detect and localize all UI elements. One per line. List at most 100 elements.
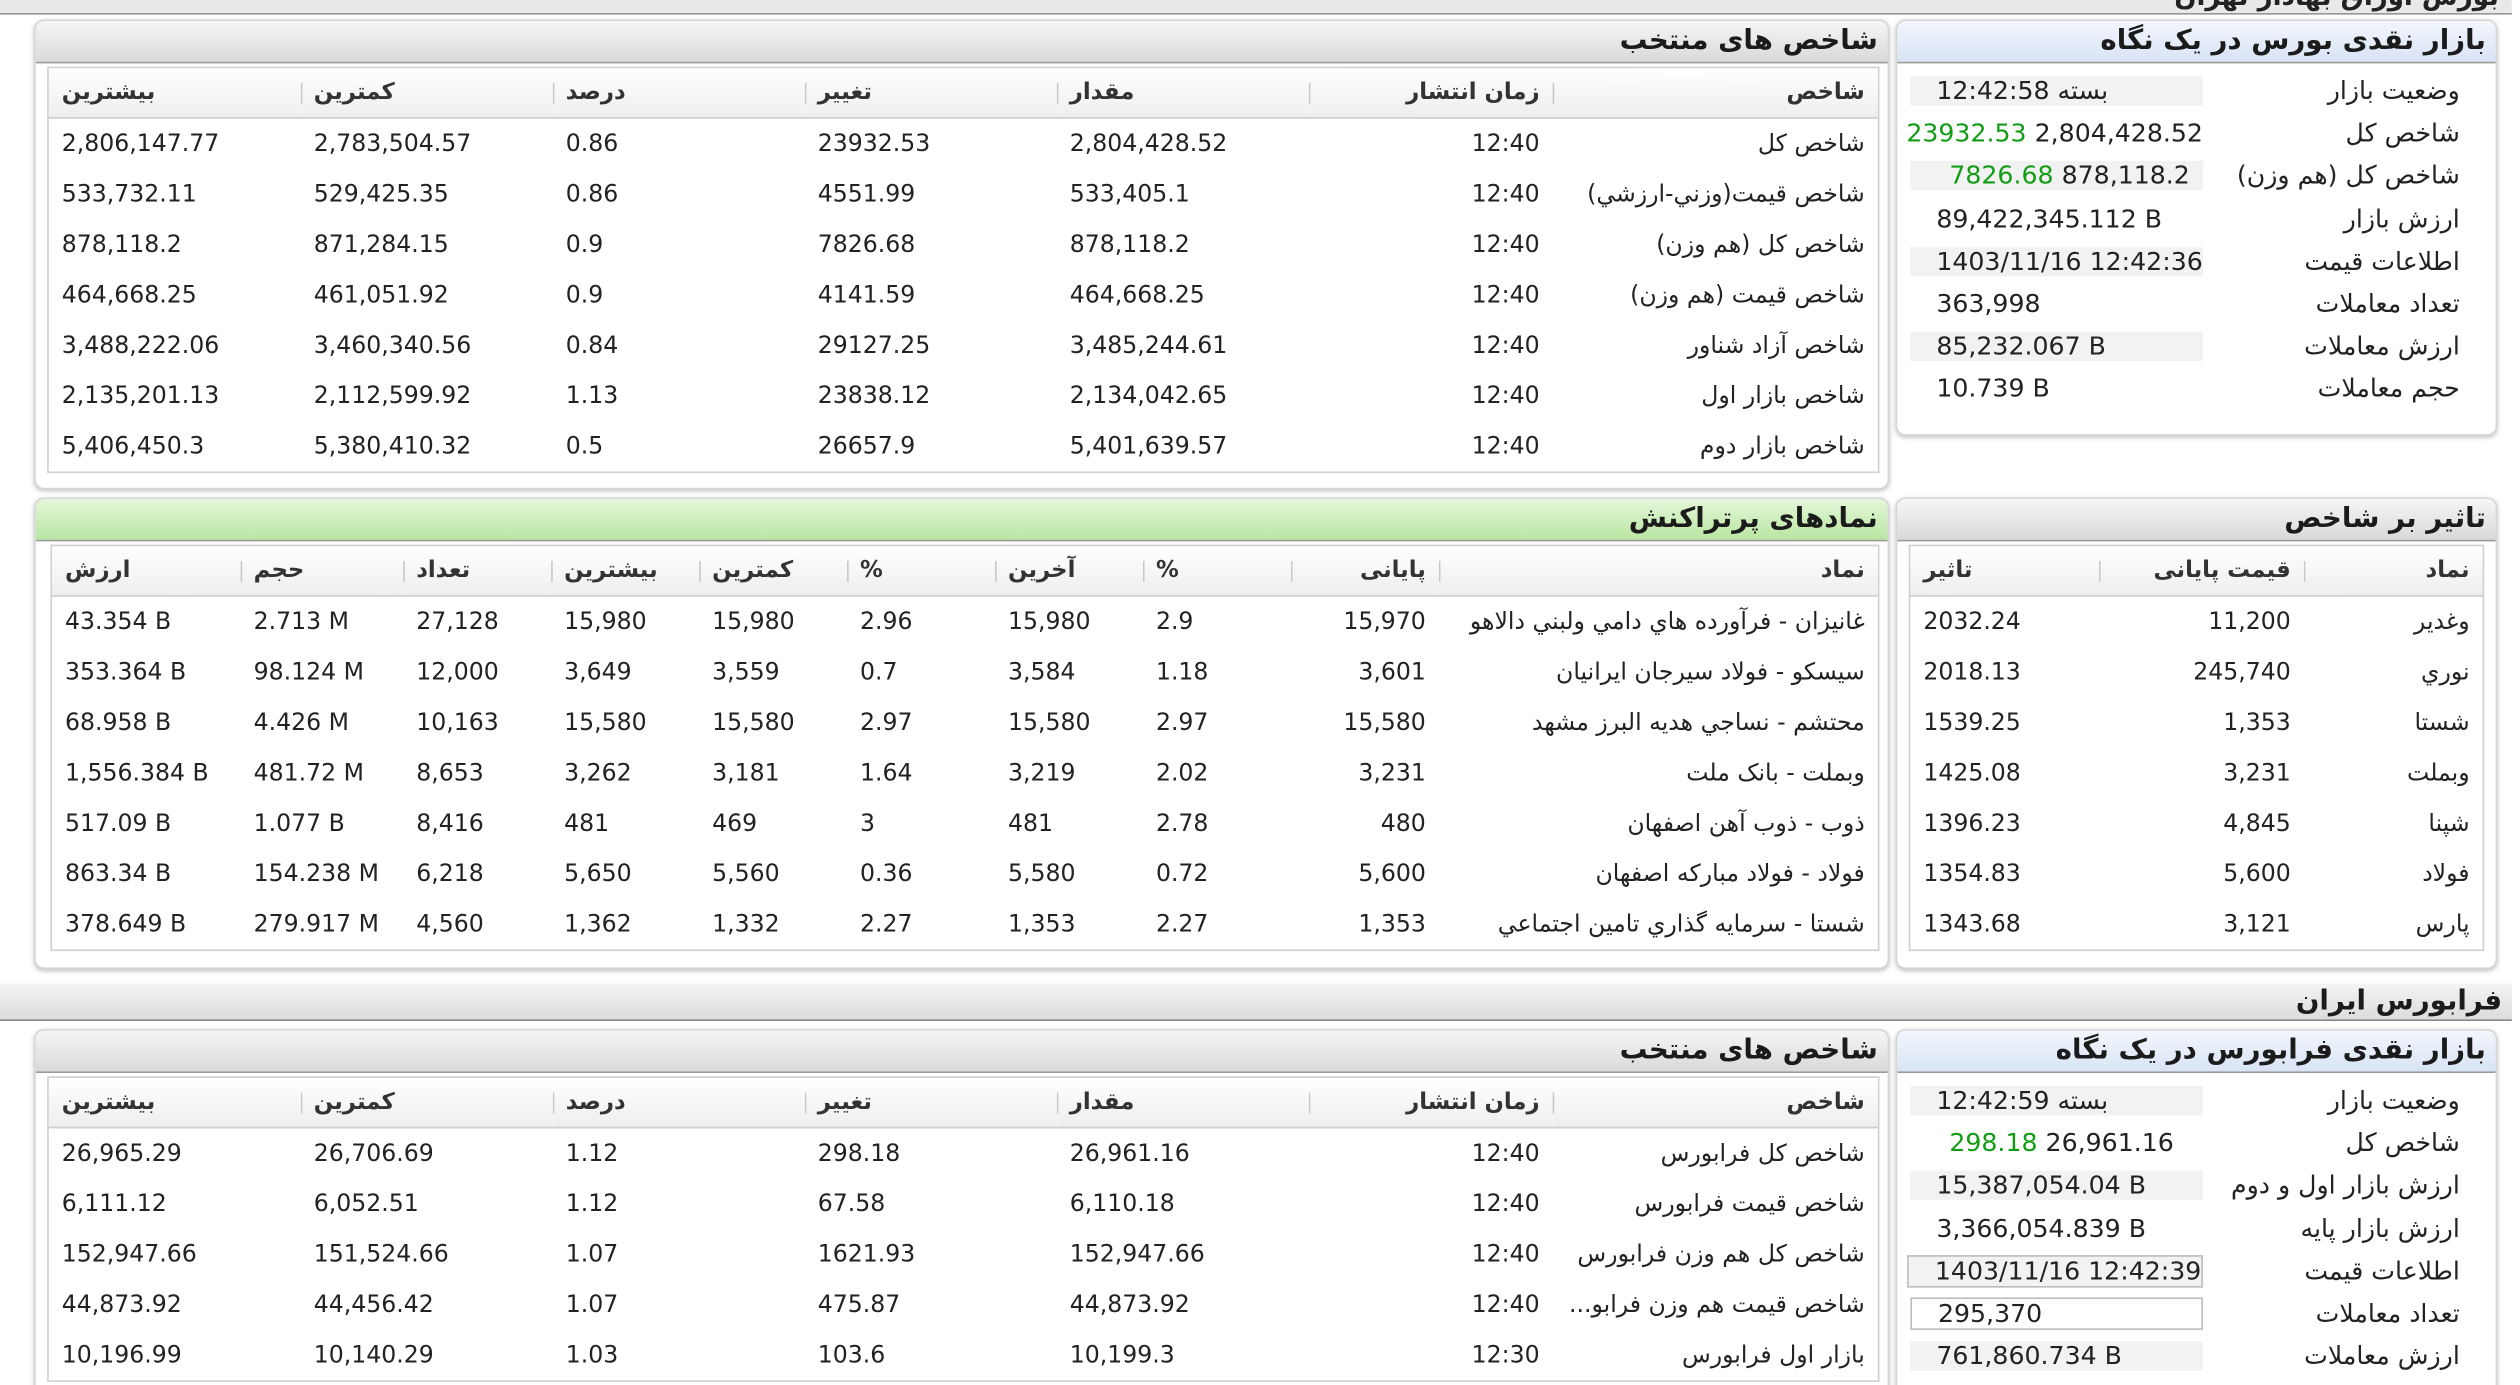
tse-active-col-header[interactable]: کمترین [699,546,848,597]
tse-active-row[interactable]: غانيزان - فرآورده هاي دامي ولبني دالاهو 1… [52,596,1878,647]
tse-indices-cell[interactable]: شاخص قيمت(وزني-ارزشي) [1587,181,1865,208]
tse-overview-value-cell: بسته 12:42:58 [1910,76,2203,106]
tse-active-row[interactable]: محتشم - نساجي هديه البرز مشهد 15,580 2.97 1… [52,697,1878,747]
ifb-indices-cell[interactable]: شاخص کل فرابورس [1660,1140,1865,1167]
tse-active-row[interactable]: سيسكو - فولاد سيرجان ايرانيان 3,601 1.18 3,… [52,647,1878,697]
ifb-overview-value-cell: 15,387,054.04 B [1910,1171,2203,1201]
ifb-indices-col-header[interactable]: زمان انتشار [1308,1077,1553,1129]
tse-overview-value: 2,804,428.52 [2034,119,2203,149]
tse-indices-row[interactable]: شاخص کل (هم وزن) 12:40 878,118.2 7826.68 0.9… [49,219,1878,269]
tse-active-cell: 68.958 B [65,709,172,736]
ifb-indices-col-header[interactable]: شاخص [1552,1077,1878,1129]
ifb-indices-col-header[interactable]: کمترین [300,1077,553,1129]
tse-active-row[interactable]: وبملت - بانک ملت 3,231 2.02 3,219 1.64 3,181 3… [52,748,1878,798]
tse-indices-row[interactable]: شاخص کل 12:40 2,804,428.52 23932.53 0.86 2,78… [49,118,1878,169]
tse-indices-row[interactable]: شاخص قیمت (هم وزن) 12:40 464,668.25 4141.59… [49,270,1878,320]
tse-impact-row[interactable]: وغدير 11,200 2032.24 [1910,596,2482,647]
tse-impact-row[interactable]: شپنا 4,845 1396.23 [1910,798,2482,848]
tse-active-cell[interactable]: وبملت - بانک ملت [1686,760,1865,787]
tse-active-cell[interactable]: غانيزان - فرآورده هاي دامي ولبني دالاهو [1469,608,1865,635]
ifb-overview-label: وضعیت بازار [2202,1086,2480,1116]
ifb-overview-value: 295,370 [1937,1299,2043,1329]
ifb-indices-cell[interactable]: شاخص کل هم وزن فرابورس [1577,1241,1865,1268]
tse-indices-col-header[interactable]: شاخص [1552,68,1878,119]
ifb-indices-col-header[interactable]: درصد [552,1077,805,1129]
ifb-indices-col-header[interactable]: بیشترین [48,1077,301,1129]
tse-overview-label: وضعیت بازار [2202,76,2480,106]
tse-impact-cell[interactable]: نوري [2420,659,2470,686]
ifb-indices-row[interactable]: شاخص قیمت فرابورس 12:40 6,110.18 67.58 1.12 6… [49,1179,1878,1229]
tse-impact-row[interactable]: فولاد 5,600 1354.83 [1910,849,2482,899]
tse-impact-row[interactable]: پارس 3,121 1343.68 [1910,899,2482,949]
tse-indices-cell[interactable]: شاخص بازار دوم [1699,433,1865,460]
tse-active-row[interactable]: شستا - سرمايه گذاري تامين اجتماعي 1,353 2.… [52,899,1878,949]
tse-active-cell: 3,601 [1358,659,1426,686]
ifb-indices-cell: 44,873.92 [1069,1291,1190,1318]
ifb-indices-row[interactable]: بازار اول فرابورس 12:30 10,199.3 103.6 1.03 1… [49,1330,1878,1380]
ifb-section-bar: فرابورس ایران [0,983,2512,1022]
ifb-indices-row[interactable]: شاخص قیمت هم وزن فرابو... 12:40 44,873.92 4… [49,1280,1878,1330]
tse-impact-cell[interactable]: شستا [2414,709,2470,736]
ifb-indices-col-header[interactable]: تغییر [804,1077,1057,1129]
tse-impact-row[interactable]: شستا 1,353 1539.25 [1910,697,2482,747]
tse-indices-panel: شاخص های منتخب شاخص زمان انتشار مقدار تغییر… [34,19,1890,490]
tse-active-cell[interactable]: سيسكو - فولاد سيرجان ايرانيان [1556,659,1865,686]
tse-impact-col-header[interactable]: نماد [2303,546,2483,597]
tse-active-cell: 3 [860,810,876,837]
tse-active-col-header[interactable]: % [1142,546,1291,597]
tse-active-cell: 3,584 [1007,659,1076,686]
ifb-indices-cell[interactable]: شاخص قیمت هم وزن فرابو... [1568,1291,1865,1318]
tse-indices-col-header[interactable]: مقدار [1056,68,1309,119]
tse-impact-cell[interactable]: شپنا [2428,810,2470,837]
tse-indices-col-header[interactable]: بیشترین [48,68,301,119]
tse-indices-cell: 12:40 [1471,382,1540,409]
tse-impact-cell[interactable]: پارس [2415,911,2470,938]
tse-indices-col-header[interactable]: درصد [552,68,805,119]
ifb-overview-value-cell: 295,370 [1910,1297,2203,1330]
tse-active-col-header[interactable]: ارزش [52,546,241,597]
tse-indices-cell: 461,051.92 [313,282,449,309]
tse-active-col-header[interactable]: آخرین [994,546,1143,597]
tse-impact-row[interactable]: نوري 245,740 2018.13 [1910,647,2482,697]
tse-active-col-header[interactable]: نماد [1438,546,1878,597]
tse-indices-row[interactable]: شاخص بازار اول 12:40 2,134,042.65 23838.12 1… [49,371,1878,421]
tse-indices-cell[interactable]: شاخص بازار اول [1701,382,1865,409]
ifb-indices-cell: 67.58 [817,1190,886,1217]
tse-active-row[interactable]: ذوب - ذوب آهن اصفهان 480 2.78 481 3 469 481 8,4… [52,798,1878,848]
tse-indices-cell[interactable]: شاخص آزاد شناور [1687,332,1865,359]
tse-active-cell[interactable]: ذوب - ذوب آهن اصفهان [1627,810,1865,837]
tse-active-col-header[interactable]: % [847,546,995,597]
ifb-indices-cell[interactable]: بازار اول فرابورس [1681,1342,1865,1369]
tse-active-cell[interactable]: محتشم - نساجي هديه البرز مشهد [1531,709,1865,736]
tse-active-cell: 353.364 B [65,659,187,686]
ifb-overview-row: ارزش معاملات 761,860.734 B [1910,1335,2480,1378]
tse-indices-cell[interactable]: شاخص قیمت (هم وزن) [1630,282,1865,309]
tse-indices-cell[interactable]: شاخص کل [1757,130,1865,157]
ifb-indices-row[interactable]: شاخص کل هم وزن فرابورس 12:40 152,947.66 162… [49,1229,1878,1279]
ifb-indices-col-header[interactable]: مقدار [1056,1077,1309,1129]
tse-impact-cell[interactable]: وبملت [2407,760,2470,787]
tse-impact-col-header[interactable]: قیمت پایانی [2098,546,2304,597]
tse-indices-col-header[interactable]: کمترین [300,68,553,119]
tse-impact-cell: 11,200 [2208,608,2291,635]
tse-impact-cell[interactable]: فولاد [2422,860,2470,887]
tse-indices-col-header[interactable]: تغییر [804,68,1057,119]
tse-active-cell[interactable]: شستا - سرمايه گذاري تامين اجتماعي [1497,911,1865,938]
tse-indices-row[interactable]: شاخص قيمت(وزني-ارزشي) 12:40 533,405.1 4551.… [49,169,1878,219]
ifb-indices-cell[interactable]: شاخص قیمت فرابورس [1634,1190,1865,1217]
tse-active-col-header[interactable]: حجم [240,546,404,597]
tse-impact-row[interactable]: وبملت 3,231 1425.08 [1910,748,2482,798]
tse-indices-cell[interactable]: شاخص کل (هم وزن) [1656,231,1865,258]
tse-active-col-header[interactable]: تعداد [403,546,552,597]
tse-impact-col-header[interactable]: تاثیر [1910,546,2099,597]
ifb-indices-row[interactable]: شاخص کل فرابورس 12:40 26,961.16 298.18 1.12 2… [49,1127,1878,1178]
tse-active-row[interactable]: فولاد - فولاد مبارکه اصفهان 5,600 0.72 5,58… [52,849,1878,899]
tse-impact-cell[interactable]: وغدير [2413,608,2470,635]
tse-active-col-header[interactable]: پایانی [1290,546,1439,597]
ifb-overview-value: 26,961.16 [2045,1128,2174,1159]
tse-indices-row[interactable]: شاخص آزاد شناور 12:40 3,485,244.61 29127.25… [49,320,1878,370]
tse-indices-col-header[interactable]: زمان انتشار [1308,68,1553,119]
tse-indices-row[interactable]: شاخص بازار دوم 12:40 5,401,639.57 26657.9 0.… [49,421,1878,471]
tse-active-col-header[interactable]: بیشترین [551,546,700,597]
tse-active-cell[interactable]: فولاد - فولاد مبارکه اصفهان [1595,860,1865,887]
